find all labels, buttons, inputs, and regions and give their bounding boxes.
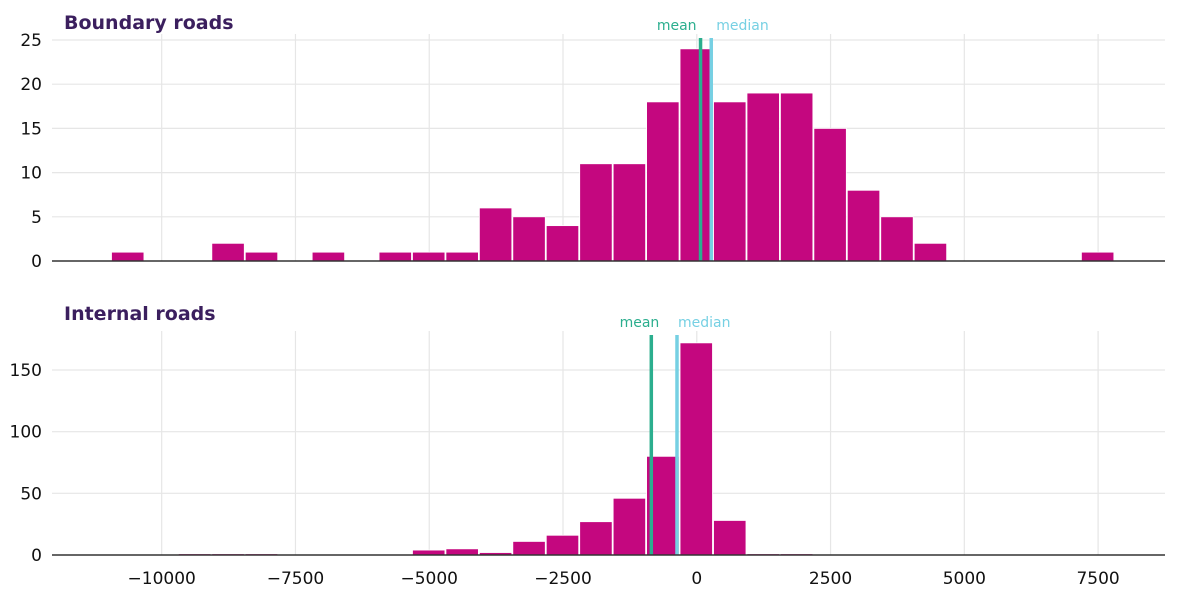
boundary-roads-bar <box>646 101 680 262</box>
internal-roads-bar <box>612 497 646 556</box>
boundary-roads-bar <box>913 242 948 262</box>
boundary-roads-y-tick-label: 25 <box>20 31 42 51</box>
internal-roads-reference-lines: mean median <box>620 315 730 555</box>
boundary-roads-bar <box>244 251 279 262</box>
internal-roads-bar <box>545 534 580 556</box>
boundary-roads-bar <box>311 251 346 262</box>
boundary-roads-title: Boundary roads <box>64 12 234 34</box>
internal-roads-bars <box>177 342 814 556</box>
x-tick-label: −10000 <box>128 569 196 589</box>
internal-roads-bar <box>713 520 747 556</box>
boundary-roads-bar <box>445 251 479 262</box>
x-tick-label: 5000 <box>943 569 986 589</box>
boundary-roads-bar <box>679 48 713 262</box>
internal-roads-bar <box>679 342 713 556</box>
boundary-roads-bar <box>612 163 646 262</box>
boundary-roads-y-tick-label: 15 <box>20 119 42 139</box>
boundary-roads-bar <box>1081 251 1115 262</box>
boundary-roads-y-axis: 0 5 10 15 20 25 <box>20 31 42 272</box>
boundary-roads-y-tick-label: 0 <box>31 252 42 272</box>
internal-roads-title: Internal roads <box>64 303 216 325</box>
internal-roads-y-tick-label: 50 <box>20 484 42 504</box>
x-tick-label: 7500 <box>1076 569 1119 589</box>
boundary-roads-bar <box>780 92 814 262</box>
x-tick-label: −5000 <box>400 569 458 589</box>
x-tick-label: −7500 <box>267 569 325 589</box>
internal-roads-y-tick-label: 150 <box>10 361 42 381</box>
boundary-roads-y-tick-label: 20 <box>20 75 42 95</box>
boundary-roads-bar <box>111 251 145 262</box>
boundary-roads-mean-label: mean <box>657 18 697 34</box>
internal-roads-mean-label: mean <box>620 315 660 331</box>
boundary-roads-reference-lines: mean median <box>657 18 769 261</box>
boundary-roads-bar <box>211 242 245 262</box>
internal-roads-bar <box>512 541 546 556</box>
boundary-roads-bar <box>813 127 847 262</box>
internal-roads-median-label: median <box>678 315 730 331</box>
boundary-roads-bars <box>111 48 1115 262</box>
boundary-roads-y-tick-label: 5 <box>31 208 42 228</box>
boundary-roads-bar <box>880 216 914 262</box>
x-axis-ticks: −10000 −7500 −5000 −2500 0 2500 5000 7500 <box>128 569 1120 589</box>
internal-roads-y-tick-label: 100 <box>10 423 42 443</box>
boundary-roads-bar <box>713 101 747 262</box>
internal-roads-y-tick-label: 0 <box>31 546 42 566</box>
boundary-roads-median-label: median <box>716 18 768 34</box>
internal-roads-grid <box>52 331 1165 555</box>
boundary-roads-bar <box>746 92 780 262</box>
internal-roads-bar <box>445 548 479 556</box>
internal-roads-bar <box>579 521 613 556</box>
boundary-roads-bar <box>378 251 412 262</box>
boundary-roads-bar <box>512 216 546 262</box>
x-tick-label: 2500 <box>809 569 852 589</box>
boundary-roads-bar <box>579 163 613 262</box>
boundary-roads-panel: Boundary roads mean median 0 5 10 15 20 25 <box>20 12 1165 272</box>
boundary-roads-y-tick-label: 10 <box>20 164 42 184</box>
boundary-roads-bar <box>478 207 513 262</box>
internal-roads-y-axis: 0 50 100 150 <box>10 361 42 566</box>
boundary-roads-bar <box>846 189 881 262</box>
boundary-roads-bar <box>545 225 580 262</box>
x-tick-label: −2500 <box>534 569 592 589</box>
internal-roads-panel: Internal roads mean median 0 50 100 150 −10… <box>10 303 1165 589</box>
boundary-roads-bar <box>412 251 446 262</box>
x-tick-label: 0 <box>691 569 702 589</box>
